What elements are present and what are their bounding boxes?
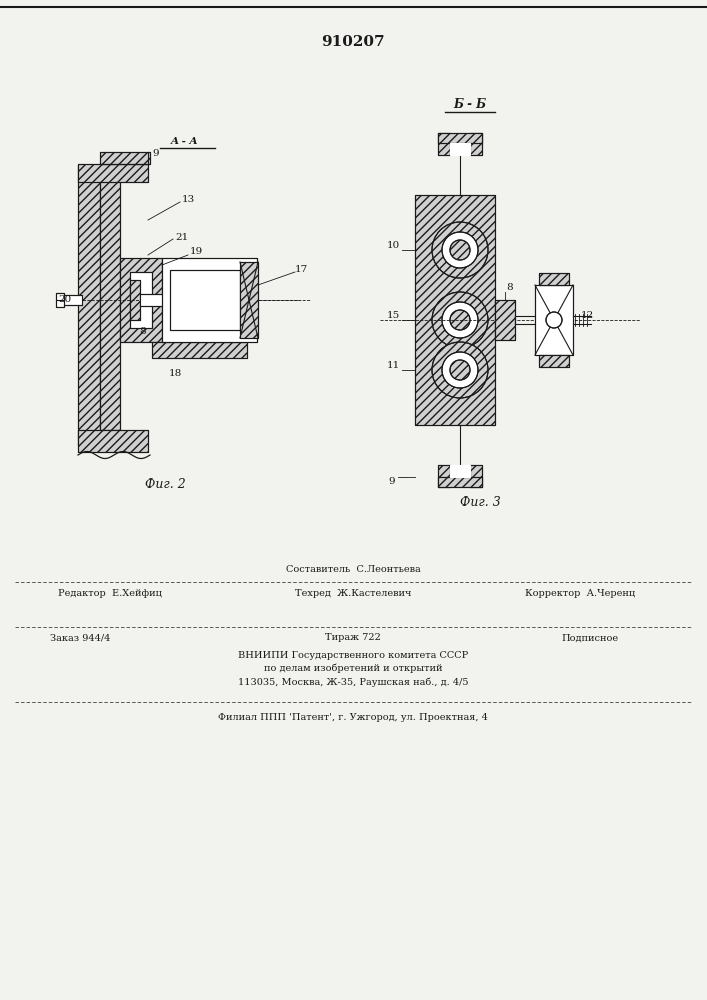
Bar bbox=[415, 195, 495, 425]
Bar bbox=[130, 280, 140, 320]
Bar bbox=[240, 262, 258, 338]
Circle shape bbox=[442, 302, 478, 338]
Bar bbox=[495, 300, 515, 340]
Text: 18: 18 bbox=[168, 368, 182, 377]
Bar bbox=[470, 465, 482, 487]
Bar bbox=[240, 262, 258, 338]
Bar bbox=[539, 273, 569, 285]
Bar bbox=[56, 293, 64, 307]
Text: 113035, Москва, Ж-35, Раушская наб., д. 4/5: 113035, Москва, Ж-35, Раушская наб., д. … bbox=[238, 677, 468, 687]
Text: 11: 11 bbox=[387, 360, 400, 369]
Circle shape bbox=[450, 360, 470, 380]
Text: 19: 19 bbox=[190, 247, 203, 256]
Bar bbox=[120, 258, 162, 342]
Bar bbox=[539, 273, 569, 285]
Text: ВНИИПИ Государственного комитета СССР: ВНИИПИ Государственного комитета СССР bbox=[238, 650, 468, 660]
Text: Фиг. 2: Фиг. 2 bbox=[145, 479, 185, 491]
Text: 21: 21 bbox=[175, 232, 188, 241]
Bar bbox=[438, 133, 482, 143]
Bar bbox=[438, 133, 450, 155]
Bar bbox=[415, 195, 495, 425]
Text: 9: 9 bbox=[152, 148, 158, 157]
Text: Составитель  С.Леонтьева: Составитель С.Леонтьева bbox=[286, 566, 421, 574]
Bar bbox=[78, 164, 148, 182]
Bar bbox=[450, 143, 470, 155]
Bar bbox=[470, 133, 482, 155]
Bar bbox=[78, 164, 148, 182]
Text: Тираж 722: Тираж 722 bbox=[325, 634, 381, 643]
Bar bbox=[438, 465, 450, 487]
Bar bbox=[152, 342, 247, 358]
Text: по делам изобретений и открытий: по делам изобретений и открытий bbox=[264, 663, 443, 673]
Bar bbox=[450, 465, 470, 477]
Text: Фиг. 3: Фиг. 3 bbox=[460, 495, 501, 508]
Text: 12: 12 bbox=[581, 310, 595, 320]
Bar bbox=[495, 300, 515, 340]
Circle shape bbox=[442, 232, 478, 268]
Text: Техред  Ж.Кастелевич: Техред Ж.Кастелевич bbox=[295, 588, 411, 597]
Bar bbox=[170, 270, 240, 330]
Text: Филиал ППП 'Патент', г. Ужгород, ул. Проектная, 4: Филиал ППП 'Патент', г. Ужгород, ул. Про… bbox=[218, 712, 488, 722]
Text: 9: 9 bbox=[388, 478, 395, 487]
Bar bbox=[535, 285, 573, 355]
Bar bbox=[470, 133, 482, 155]
Bar bbox=[438, 477, 482, 487]
Bar bbox=[162, 258, 257, 342]
Bar bbox=[78, 430, 148, 452]
Bar bbox=[170, 270, 240, 330]
Bar bbox=[56, 293, 64, 307]
Bar bbox=[470, 465, 482, 487]
Bar bbox=[100, 152, 150, 164]
Circle shape bbox=[442, 352, 478, 388]
Circle shape bbox=[432, 292, 488, 348]
Bar bbox=[130, 272, 152, 328]
Text: 8: 8 bbox=[140, 328, 146, 336]
Bar bbox=[100, 152, 150, 164]
Text: 10: 10 bbox=[387, 240, 400, 249]
Bar bbox=[539, 355, 569, 367]
Bar bbox=[100, 180, 120, 430]
Text: Б - Б: Б - Б bbox=[453, 99, 486, 111]
Bar bbox=[535, 285, 573, 355]
Bar bbox=[130, 272, 152, 328]
Text: 17: 17 bbox=[295, 265, 308, 274]
Bar bbox=[78, 430, 148, 452]
Circle shape bbox=[546, 312, 562, 328]
Text: A - A: A - A bbox=[171, 137, 199, 146]
Bar bbox=[152, 342, 247, 358]
Bar bbox=[438, 477, 482, 487]
Text: 910207: 910207 bbox=[321, 35, 385, 49]
Text: Подписное: Подписное bbox=[561, 634, 619, 643]
Text: 13: 13 bbox=[182, 196, 195, 205]
Text: Редактор  Е.Хейфиц: Редактор Е.Хейфиц bbox=[58, 588, 162, 597]
Bar bbox=[130, 280, 140, 320]
Text: 8: 8 bbox=[507, 283, 513, 292]
Bar bbox=[120, 258, 162, 342]
Bar bbox=[100, 180, 120, 430]
Text: 20: 20 bbox=[59, 296, 71, 304]
Text: Корректор  А.Черенц: Корректор А.Черенц bbox=[525, 588, 635, 597]
Text: 15: 15 bbox=[387, 310, 400, 320]
Bar bbox=[140, 294, 230, 306]
Circle shape bbox=[432, 342, 488, 398]
Bar bbox=[438, 133, 482, 143]
Bar bbox=[78, 165, 100, 445]
Bar bbox=[438, 465, 450, 487]
Bar bbox=[60, 295, 82, 305]
Bar bbox=[539, 355, 569, 367]
Circle shape bbox=[432, 222, 488, 278]
Circle shape bbox=[450, 240, 470, 260]
Circle shape bbox=[450, 310, 470, 330]
Bar bbox=[78, 165, 100, 445]
Text: Заказ 944/4: Заказ 944/4 bbox=[49, 634, 110, 643]
Bar bbox=[162, 258, 257, 342]
Bar bbox=[438, 133, 450, 155]
